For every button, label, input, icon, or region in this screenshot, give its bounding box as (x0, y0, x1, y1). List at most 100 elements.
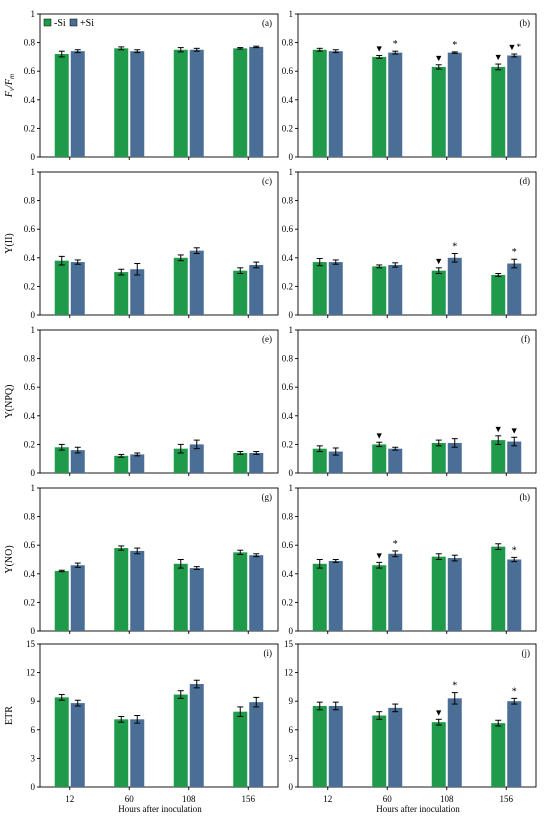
y-tick-label: 0.6 (282, 66, 294, 76)
bar-minus-si (312, 563, 327, 631)
y-tick-label: 0.2 (24, 123, 35, 133)
bar-minus-si (54, 54, 69, 157)
bar-minus-si (173, 563, 188, 631)
bar-minus-si (372, 565, 387, 631)
significance-marker: ▼ (494, 52, 503, 62)
plot-frame (297, 171, 537, 316)
bar-plus-si (70, 703, 85, 787)
y-tick-label: 0.8 (282, 354, 294, 364)
bar-minus-si (491, 274, 506, 315)
significance-marker: * (452, 40, 457, 51)
bar-minus-si (431, 442, 446, 473)
y-tick-label: 0.2 (24, 439, 35, 449)
x-tick-label: 108 (440, 794, 454, 804)
significance-marker: ▼ (375, 43, 384, 53)
panel-label: (g) (262, 492, 273, 502)
bar-plus-si (507, 263, 522, 315)
panel-i: 0 3 6 9 12 15 ETR (i) 12 60 108 156 (4, 639, 279, 804)
significance-marker: ▼ (434, 707, 443, 717)
y-tick-label: 0.4 (282, 411, 294, 421)
plot-frame (39, 171, 279, 316)
bar-plus-si (189, 49, 204, 157)
panel-label: (i) (264, 648, 273, 658)
bar-plus-si (447, 558, 462, 631)
bar-plus-si (189, 568, 204, 631)
plot-frame (39, 643, 279, 788)
x-tick-label: 60 (125, 794, 135, 804)
y-tick-label: 12 (26, 668, 35, 678)
significance-marker: * (512, 545, 517, 556)
y-tick-label: 0.6 (24, 224, 36, 234)
bar-minus-si (491, 723, 506, 787)
significance-marker: * (452, 242, 457, 253)
y-tick-label: 6 (31, 725, 36, 735)
significance-marker: * (452, 681, 457, 692)
y-axis-label: Y(NPQ) (4, 385, 15, 419)
y-tick-label: 9 (289, 696, 294, 706)
bar-minus-si (431, 270, 446, 315)
panel-b: 00.20.40.60.81(b)▼ *▼*▼▼* (282, 9, 537, 162)
panel-label: (f) (521, 334, 530, 344)
bar-plus-si (130, 269, 145, 315)
y-tick-label: 0.4 (282, 253, 294, 263)
plot-frame (297, 643, 537, 788)
y-tick-label: 15 (26, 639, 36, 649)
bar-plus-si (249, 702, 264, 787)
bar-minus-si (372, 56, 387, 157)
y-tick-label: 0.6 (282, 382, 294, 392)
plot-frame (297, 329, 537, 474)
y-tick-label: 0 (289, 152, 294, 162)
y-axis-label: Y(II) (4, 233, 15, 254)
bar-plus-si (70, 51, 85, 157)
bar-minus-si (54, 697, 69, 787)
y-tick-label: 0 (31, 782, 36, 792)
bar-minus-si (173, 694, 188, 787)
bar-minus-si (114, 48, 129, 157)
y-tick-label: 0 (289, 626, 294, 636)
bar-minus-si (114, 719, 129, 787)
plot-frame (297, 13, 537, 158)
bar-minus-si (372, 266, 387, 315)
legend-swatch-plus-si (69, 18, 78, 27)
bar-minus-si (114, 548, 129, 631)
bar-minus-si (431, 556, 446, 631)
bar-plus-si (388, 264, 403, 315)
panel-label: (e) (262, 334, 272, 344)
y-tick-label: 1 (31, 483, 36, 493)
y-tick-label: 0.8 (24, 354, 36, 364)
y-tick-label: 0.8 (282, 512, 294, 522)
panel-e: 0 0.2 0.4 0.6 0.8 1 Y(NPQ) (e) (4, 325, 279, 478)
y-tick-label: 0.6 (282, 540, 294, 550)
bar-minus-si (233, 711, 248, 787)
y-tick-label: 1 (289, 325, 294, 335)
y-axis-label: ETR (4, 706, 15, 725)
bar-minus-si (233, 452, 248, 473)
bar-minus-si (491, 546, 506, 631)
legend-swatch-minus-si (43, 18, 52, 27)
bar-minus-si (54, 260, 69, 315)
y-tick-label: 0.2 (24, 597, 35, 607)
y-tick-label: 0.6 (24, 540, 36, 550)
bar-minus-si (312, 705, 327, 787)
legend-label-plus-si: +Si (80, 18, 94, 29)
significance-marker: ▼ (434, 256, 443, 266)
bar-minus-si (431, 66, 446, 157)
bar-plus-si (388, 553, 403, 631)
panel-label: (j) (522, 648, 531, 658)
panel-a: 0 0.2 0.4 0.6 0.8 1 Fv/Fm (a) (4, 9, 279, 162)
bar-minus-si (54, 570, 69, 631)
y-tick-label: 0.4 (24, 95, 36, 105)
plot-frame (39, 487, 279, 632)
bar-plus-si (189, 684, 204, 787)
bar-minus-si (312, 448, 327, 473)
bar-minus-si (233, 552, 248, 631)
bar-plus-si (447, 257, 462, 315)
y-tick-label: 1 (31, 167, 36, 177)
y-tick-label: 0.8 (24, 512, 36, 522)
y-tick-label: 0 (31, 626, 36, 636)
panel-g: 0 0.2 0.4 0.6 0.8 1 Y(NO) (g) (4, 483, 279, 636)
bar-plus-si (507, 701, 522, 787)
bar-plus-si (70, 565, 85, 631)
bar-plus-si (70, 450, 85, 473)
panel-label: (b) (520, 18, 531, 28)
